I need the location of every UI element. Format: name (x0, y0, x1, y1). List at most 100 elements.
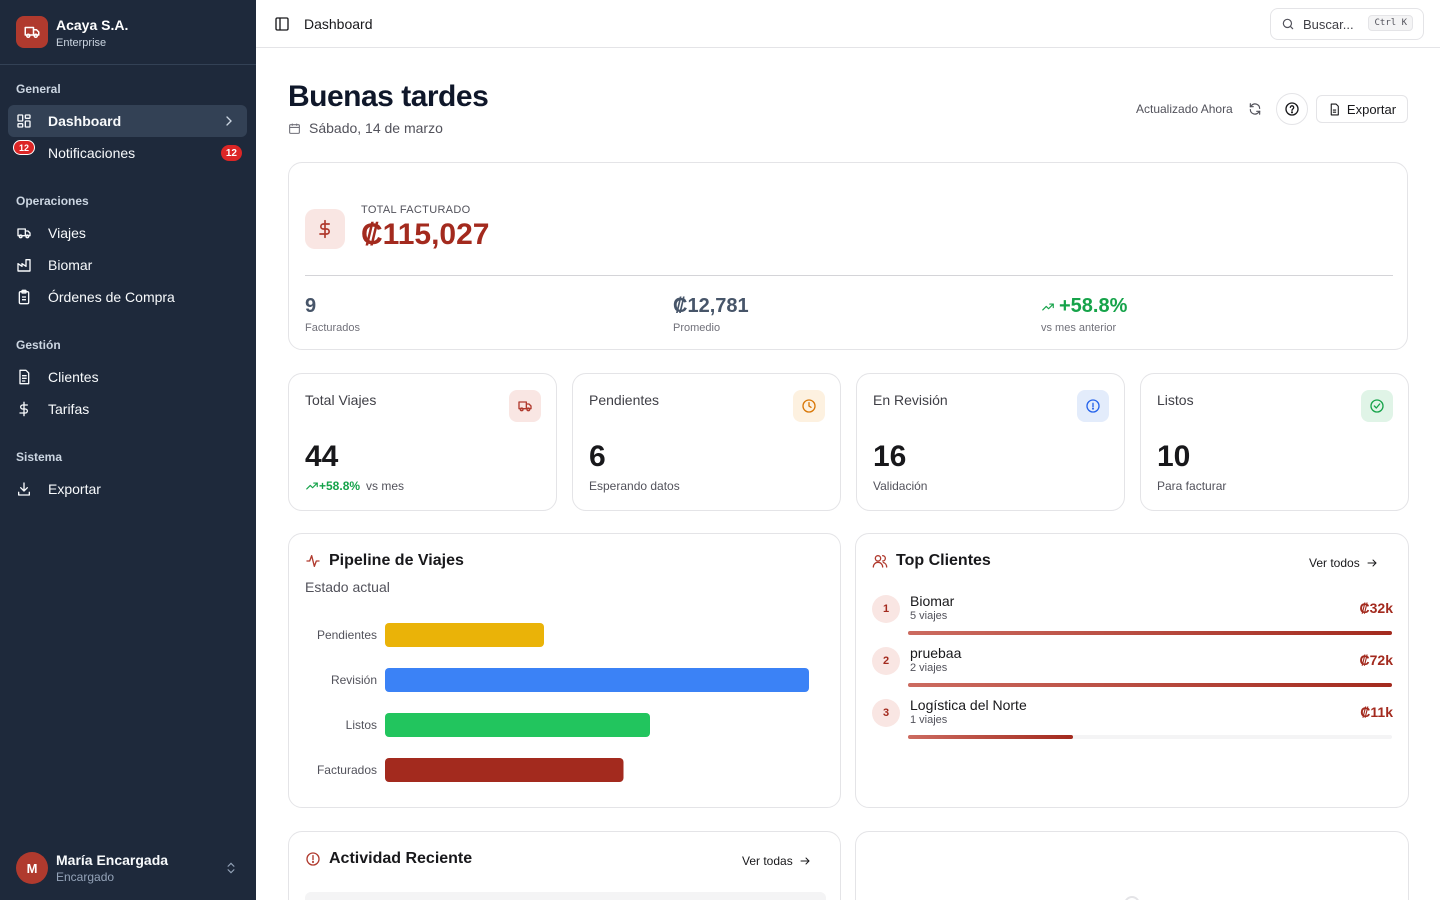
stat-label: Facturados (305, 322, 361, 334)
truck-icon (16, 225, 32, 241)
see-all-clients-link[interactable]: Ver todos (1309, 556, 1378, 570)
calendar-icon (288, 122, 301, 135)
sidebar-item-label: Viajes (48, 225, 86, 241)
refresh-icon[interactable] (1248, 102, 1262, 116)
company-name: Acaya S.A. (56, 17, 129, 33)
export-button[interactable]: Exportar (1316, 95, 1408, 123)
stat-subtitle: Para facturar (1157, 479, 1227, 493)
bar-pendientes[interactable] (385, 623, 544, 647)
sidebar-item-label: Órdenes de Compra (48, 289, 175, 305)
user-name: María Encargada (56, 852, 169, 868)
client-share-bar (908, 683, 1392, 687)
search-input[interactable]: Buscar... Ctrl K (1270, 8, 1424, 40)
client-trips: 2 viajes (910, 662, 948, 674)
help-icon (1284, 101, 1300, 117)
stat-card-pendientes[interactable]: Pendientes 6 Esperando datos (572, 373, 841, 511)
date-text: Sábado, 14 de marzo (309, 120, 443, 136)
sidebar-item-label: Dashboard (48, 113, 122, 129)
stat-value: 6 (589, 440, 606, 473)
client-trips: 5 viajes (910, 610, 948, 622)
sidebar-item-biomar[interactable]: Biomar (8, 249, 247, 281)
client-rank: 1 (872, 595, 900, 623)
users-icon (872, 553, 896, 569)
notification-count-badge: 12 (13, 140, 35, 155)
stat-subtitle: Validación (873, 479, 928, 493)
card-title: Pipeline de Viajes (305, 552, 464, 570)
help-button[interactable] (1276, 93, 1308, 125)
search-icon (1281, 17, 1295, 31)
client-amount: ₡72k (1359, 652, 1393, 668)
client-share-bar (908, 735, 1073, 739)
bar-listos[interactable] (385, 713, 650, 737)
card-title: Top Clientes (872, 552, 991, 570)
stat-label: Promedio (673, 322, 721, 334)
info-icon (1077, 390, 1109, 422)
stat-card-total-viajes[interactable]: Total Viajes 44 +58.8% vs mes (288, 373, 557, 511)
document-icon (16, 369, 32, 385)
sidebar-item-label: Biomar (48, 257, 93, 273)
client-row[interactable]: 3 Logística del Norte 1 viajes ₡11k (872, 697, 1393, 743)
trend-label: vs mes (366, 479, 405, 493)
sidebar-item-label: Notificaciones (48, 145, 136, 161)
client-share-track (908, 683, 1392, 687)
brand-header[interactable]: Acaya S.A. Enterprise (0, 0, 256, 65)
dollar-icon (305, 209, 345, 249)
chevron-right-icon (221, 113, 237, 129)
sidebar-item-viajes[interactable]: Viajes (8, 217, 247, 249)
growth-value: +58.8% (1059, 295, 1128, 317)
stat-card-listos[interactable]: Listos 10 Para facturar (1140, 373, 1409, 511)
search-placeholder: Buscar... (1303, 16, 1354, 32)
billing-stat-count: 9 Facturados (305, 295, 360, 334)
stat-title: Total Viajes (305, 392, 377, 408)
client-share-track (908, 631, 1392, 635)
chevrons-up-down-icon (224, 860, 238, 876)
stat-title: Pendientes (589, 392, 660, 408)
sidebar-item-notificaciones[interactable]: 12 Notificaciones 12 (8, 137, 247, 169)
user-role: Encargado (56, 870, 115, 884)
stat-value: 10 (1157, 440, 1191, 473)
top-clients-card: Top Clientes Ver todos 1 Biomar 5 viajes ₡3… (855, 533, 1409, 808)
stat-value: +58.8% (1041, 295, 1127, 318)
stat-title: Listos (1157, 392, 1194, 408)
stat-value: 16 (873, 440, 907, 473)
link-label: Ver todos (1309, 556, 1360, 570)
download-icon (16, 481, 32, 497)
billing-label: TOTAL FACTURADO (361, 204, 471, 216)
sidebar-item-clientes[interactable]: Clientes (8, 361, 247, 393)
pipeline-title: Pipeline de Viajes (329, 552, 464, 569)
trending-up-icon (1041, 300, 1059, 314)
clipboard-icon (16, 289, 32, 305)
pipeline-card: Pipeline de Viajes Estado actual Pendien… (288, 533, 841, 808)
factory-icon (16, 257, 32, 273)
bar-revisión[interactable] (385, 668, 809, 692)
client-row[interactable]: 1 Biomar 5 viajes ₡32k (872, 593, 1393, 639)
stat-title: En Revisión (873, 392, 948, 408)
sidebar-item-ordenes[interactable]: Órdenes de Compra (8, 281, 247, 313)
sidebar-item-label: Tarifas (48, 401, 90, 417)
export-label: Exportar (1346, 101, 1397, 117)
sidebar-toggle-icon[interactable] (274, 16, 290, 32)
loading-spinner (1124, 896, 1140, 900)
user-menu[interactable]: M María Encargada Encargado (0, 840, 256, 896)
stat-card-en-revision[interactable]: En Revisión 16 Validación (856, 373, 1125, 511)
client-name: Logística del Norte (910, 697, 1027, 713)
client-row[interactable]: 2 pruebaa 2 viajes ₡72k (872, 645, 1393, 691)
see-all-activity-link[interactable]: Ver todas (742, 854, 811, 868)
nav-section-gestion: Gestión (16, 338, 61, 352)
search-shortcut: Ctrl K (1368, 15, 1413, 31)
alert-circle-icon (305, 851, 329, 867)
client-amount: ₡11k (1360, 704, 1393, 720)
trending-up-icon (305, 479, 319, 493)
company-plan: Enterprise (56, 37, 107, 49)
billing-total: ₡115,027 (361, 218, 490, 251)
stat-subtitle: Esperando datos (589, 479, 680, 493)
activity-list-placeholder (305, 892, 826, 900)
bar-facturados[interactable] (385, 758, 624, 782)
sidebar-item-tarifas[interactable]: Tarifas (8, 393, 247, 425)
stat-value: 44 (305, 440, 339, 473)
sidebar-item-dashboard[interactable]: Dashboard (8, 105, 247, 137)
truck-icon (509, 390, 541, 422)
stat-subtitle: +58.8% vs mes (305, 479, 404, 493)
sidebar-item-exportar[interactable]: Exportar (8, 473, 247, 505)
category-label: Facturados (317, 763, 377, 777)
